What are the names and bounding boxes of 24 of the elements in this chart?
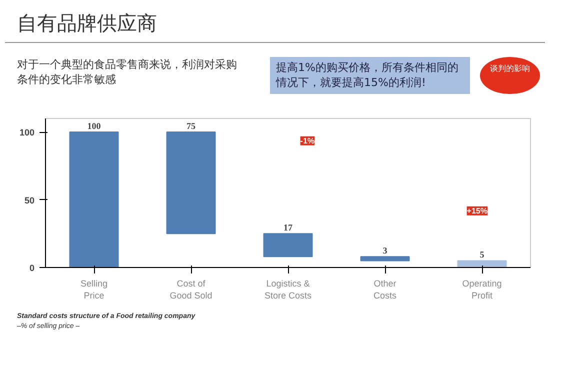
text: 对于一个典型的食品零售商来说，利润对采购条件的变化非常敏感 [17,56,238,88]
bar [69,132,119,268]
text: 谈判的影响 [490,62,530,74]
annotation: -1% [300,136,315,146]
annotation: +15% [466,206,488,216]
text: 提高1%的购买价格，所有条件相同的情况下，就要提高15%的利润! [276,60,460,91]
y-tick-label: 0 [29,262,35,273]
data-label: 17 [284,222,293,233]
x-tick-label: Selling Price [80,278,108,300]
chart-title: 自有品牌供应商 [17,10,157,37]
data-label: 5 [480,250,485,260]
y-tick-label: 50 [24,195,35,206]
data-label: 75 [186,121,196,132]
y-tick-label: 100 [19,128,35,138]
data-label: 100 [87,121,102,132]
x-tick-label: Operating Profit [462,278,502,300]
x-tick-label: Cost of Good Sold [170,278,212,300]
x-tick-label: Other Costs [373,278,398,300]
bar [457,260,507,268]
x-tick-label: Logistics & Store Costs [264,278,312,300]
bar [166,132,216,234]
bar [360,256,410,262]
data-label: 3 [382,246,388,256]
bar [263,233,313,258]
